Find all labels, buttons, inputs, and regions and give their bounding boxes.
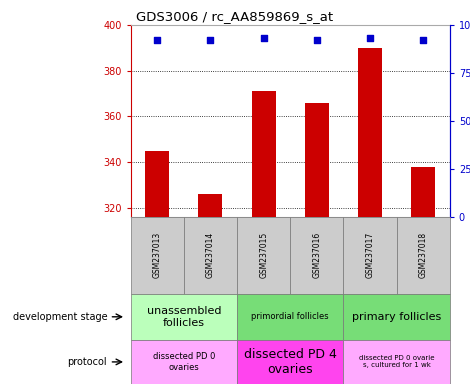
Point [207,37,214,43]
Point [419,37,427,43]
Bar [251,91,275,217]
Point [366,35,374,41]
Point [154,37,161,43]
Text: dissected PD 0 ovarie
s, cultured for 1 wk: dissected PD 0 ovarie s, cultured for 1 … [359,356,434,368]
Text: GSM237013: GSM237013 [153,232,162,278]
Text: protocol: protocol [68,357,107,367]
Text: GSM237014: GSM237014 [206,232,215,278]
Text: unassembled
follicles: unassembled follicles [147,306,221,328]
Point [260,35,267,41]
Bar [198,194,222,217]
Bar [358,48,382,217]
Text: primordial follicles: primordial follicles [251,312,329,321]
Bar [411,167,435,217]
Text: dissected PD 0
ovaries: dissected PD 0 ovaries [153,352,215,372]
Text: dissected PD 4
ovaries: dissected PD 4 ovaries [244,348,337,376]
Text: development stage: development stage [13,312,107,322]
Text: GDS3006 / rc_AA859869_s_at: GDS3006 / rc_AA859869_s_at [136,10,334,23]
Text: GSM237018: GSM237018 [419,232,428,278]
Text: GSM237017: GSM237017 [366,232,375,278]
Text: GSM237015: GSM237015 [259,232,268,278]
Text: GSM237016: GSM237016 [313,232,321,278]
Bar [305,103,329,217]
Bar [145,151,169,217]
Text: primary follicles: primary follicles [352,312,441,322]
Point [313,37,321,43]
